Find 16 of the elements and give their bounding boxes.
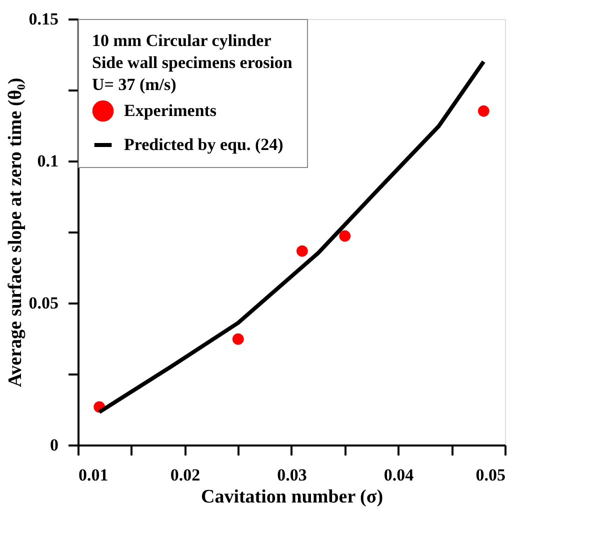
x-tick-label: 0.01 [78, 466, 108, 484]
annotation: Side wall specimens erosion [92, 53, 293, 72]
annotation: 10 mm Circular cylinder [92, 31, 272, 50]
y-axis-title: Average surface slope at zero time (θ₀) [4, 78, 26, 388]
annotation: U= 37 (m/s) [92, 75, 176, 94]
y-tick-label: 0 [50, 436, 58, 454]
x-tick-label: 0.05 [476, 466, 506, 484]
legend-label: Predicted by equ. (24) [124, 135, 284, 154]
x-tick-label: 0.04 [384, 466, 414, 484]
legend-label: Experiments [124, 101, 217, 120]
x-tick-label: 0.02 [170, 466, 200, 484]
y-tick-label: 0.15 [28, 10, 58, 28]
y-tick-label: 0.05 [28, 294, 58, 312]
y-tick-label: 0.1 [37, 152, 58, 170]
x-tick-label: 0.03 [277, 466, 307, 484]
x-axis-title: Cavitation number (σ) [200, 486, 384, 508]
